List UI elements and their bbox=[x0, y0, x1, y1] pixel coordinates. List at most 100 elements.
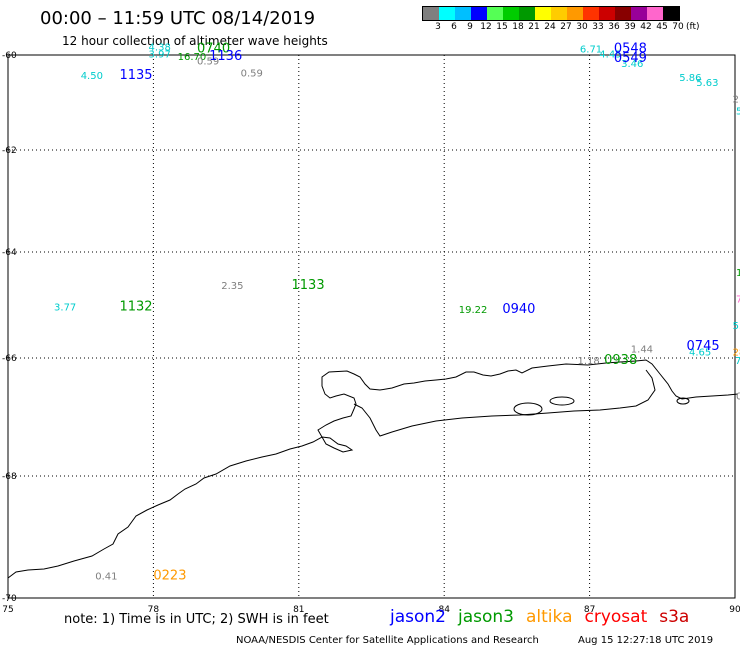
legend-tick: 15 bbox=[496, 22, 508, 32]
swh-label: 0.41 bbox=[95, 572, 117, 583]
footer-note: note: 1) Time is in UTC; 2) SWH is in fe… bbox=[64, 612, 329, 627]
legend-swatch bbox=[615, 7, 631, 20]
longitude-label: 84 bbox=[438, 605, 450, 615]
swh-label: 16.70 bbox=[178, 52, 207, 63]
ice-shelf-edge bbox=[353, 369, 656, 437]
map-title: 00:00 – 11:59 UTC 08/14/2019 bbox=[40, 8, 316, 29]
legend-swatch bbox=[439, 7, 455, 20]
graticule bbox=[7, 54, 736, 599]
swh-label: 5.63 bbox=[696, 78, 718, 89]
latitude-label: -64 bbox=[2, 248, 17, 258]
latitude-label: -60 bbox=[2, 51, 17, 61]
longitude-label: 90 bbox=[729, 605, 740, 615]
legend-swatch bbox=[487, 7, 503, 20]
pass-time-label: 1132 bbox=[119, 299, 152, 314]
swh-label: 19.22 bbox=[459, 305, 488, 316]
island-shape bbox=[676, 397, 690, 405]
legend-ticks: (ft) 3 6 9 12 15 18 21 24 27 30 33 36 39 42 45 70 bbox=[422, 21, 699, 35]
legend-tick: 18 bbox=[512, 22, 524, 32]
swh-label: 5.07 bbox=[736, 106, 740, 117]
legend-tick: 3 bbox=[435, 22, 441, 32]
map-frame bbox=[7, 54, 736, 599]
swh-label: 5.47 bbox=[733, 321, 740, 332]
pass-time-label: 0940 bbox=[502, 302, 535, 317]
swh-label: 3.97 bbox=[149, 49, 171, 60]
swh-label: 1.18 bbox=[577, 356, 599, 367]
coastline bbox=[7, 359, 739, 579]
swh-label: 1.44 bbox=[631, 345, 653, 356]
swh-label: 4.38 bbox=[149, 42, 171, 53]
legend-tick: 6 bbox=[451, 22, 457, 32]
longitude-label: 78 bbox=[148, 605, 160, 615]
pass-time-label: 0548 bbox=[614, 42, 647, 57]
satellite-name: cryosat bbox=[584, 607, 648, 627]
swh-label: 5.86 bbox=[679, 73, 701, 84]
legend-tick: 45 bbox=[656, 22, 668, 32]
swh-label: 0.59 bbox=[241, 68, 263, 79]
antarctic-coastline bbox=[7, 359, 739, 579]
island-shape bbox=[549, 396, 575, 406]
swh-label: 4.65 bbox=[689, 347, 711, 358]
swh-label: 3.46 bbox=[621, 59, 643, 70]
latitude-label: -62 bbox=[2, 146, 17, 156]
legend-swatch bbox=[647, 7, 663, 20]
swh-label: 2.29 bbox=[733, 95, 740, 106]
legend-tick: 39 bbox=[624, 22, 636, 32]
legend-tick: 27 bbox=[560, 22, 572, 32]
color-legend: (ft) 3 6 9 12 15 18 21 24 27 30 33 36 39 42 45 70 bbox=[422, 6, 700, 35]
pass-time-label: 1135 bbox=[119, 68, 152, 83]
legend-tick: 30 bbox=[576, 22, 588, 32]
pass-time-label: 1136 bbox=[209, 49, 242, 64]
legend-tick: 70 bbox=[672, 22, 684, 32]
legend-swatch bbox=[551, 7, 567, 20]
legend-swatch bbox=[663, 7, 679, 20]
legend-tick: 36 bbox=[608, 22, 620, 32]
pass-time-label: 0740 bbox=[197, 42, 230, 57]
longitude-label: 87 bbox=[584, 605, 595, 615]
legend-tick: 33 bbox=[592, 22, 604, 32]
legend-swatch bbox=[503, 7, 519, 20]
map-subtitle: 12 hour collection of altimeter wave hei… bbox=[62, 34, 328, 48]
swh-label: 2.35 bbox=[221, 281, 243, 292]
swh-label: 0 bbox=[736, 391, 740, 402]
legend-tick: 42 bbox=[640, 22, 652, 32]
legend-swatch bbox=[519, 7, 535, 20]
legend-unit: (ft) bbox=[686, 22, 700, 32]
swh-label: 28.76 bbox=[733, 347, 740, 358]
legend-swatch bbox=[567, 7, 583, 20]
legend-swatch bbox=[423, 7, 439, 20]
wave-height-labels: 4.383.97 16.700.590.594.506.714.453.465.8… bbox=[54, 42, 740, 582]
legend-swatch bbox=[455, 7, 471, 20]
pass-time-label: 0549 bbox=[614, 51, 647, 66]
swh-label: 4.45 bbox=[599, 49, 621, 60]
legend-swatch bbox=[583, 7, 599, 20]
legend-swatch bbox=[471, 7, 487, 20]
satellite-legend: jason2 jason3 altika cryosat s3a bbox=[390, 607, 701, 627]
credit-line: NOAA/NESDIS Center for Satellite Applica… bbox=[236, 635, 539, 646]
swh-label: 0.59 bbox=[197, 57, 219, 68]
coast-inlet bbox=[321, 436, 354, 453]
legend-swatch bbox=[599, 7, 615, 20]
legend-tick: 24 bbox=[544, 22, 556, 32]
swh-label: 4.50 bbox=[81, 71, 103, 82]
legend-swatches bbox=[422, 6, 680, 21]
swh-label: 7.11 bbox=[735, 356, 740, 367]
pass-time-label: 1133 bbox=[292, 278, 325, 293]
pass-time-label: 0938 bbox=[604, 353, 637, 368]
longitude-label: 81 bbox=[293, 605, 304, 615]
legend-swatch bbox=[631, 7, 647, 20]
satellite-name: s3a bbox=[659, 607, 690, 627]
legend-swatch bbox=[535, 7, 551, 20]
latitude-label: -68 bbox=[2, 472, 17, 482]
pass-time-label: 0223 bbox=[153, 569, 186, 584]
swh-label: 18.8 bbox=[736, 268, 740, 279]
swh-label: 73.81 bbox=[736, 294, 740, 305]
island-shape bbox=[513, 402, 543, 416]
satellite-name: altika bbox=[526, 607, 573, 627]
longitude-label: 75 bbox=[2, 605, 13, 615]
latitude-label: -70 bbox=[2, 594, 17, 604]
latitude-label: -66 bbox=[2, 354, 17, 364]
